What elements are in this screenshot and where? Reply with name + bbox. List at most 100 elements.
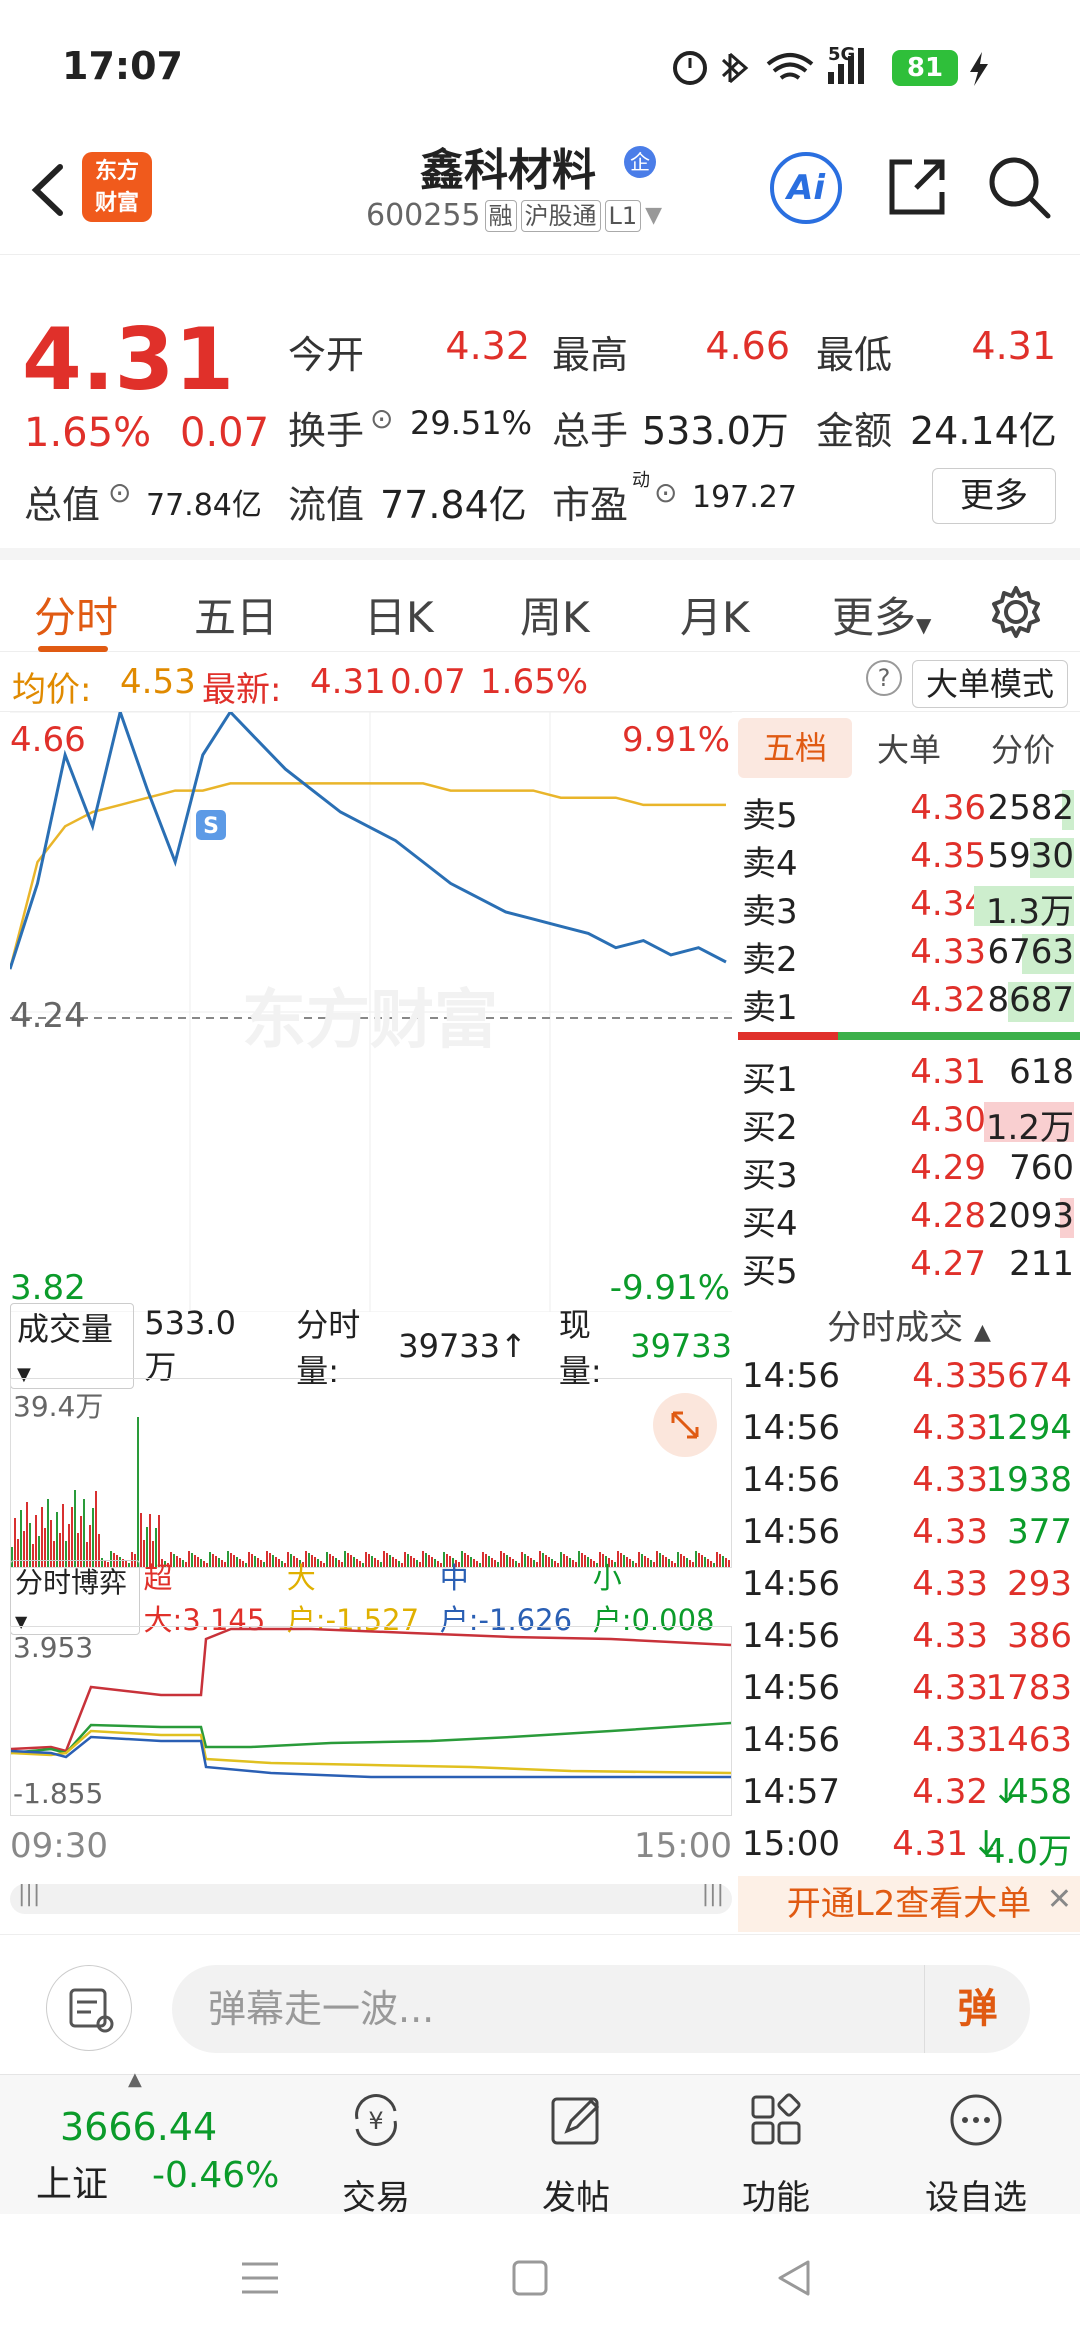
enterprise-badge: 企: [624, 146, 656, 178]
volume-bar: [683, 1556, 685, 1567]
ai-button[interactable]: Ai: [770, 152, 842, 224]
volume-selector[interactable]: 成交量 ▼: [10, 1303, 135, 1389]
tab-intraday[interactable]: 分时: [34, 593, 119, 642]
nav-functions[interactable]: 功能: [706, 2091, 846, 2219]
info-icon[interactable]: ⊙: [654, 476, 678, 509]
tab-weekly-k[interactable]: 周K: [520, 593, 590, 642]
volume-bar: [635, 1563, 637, 1567]
index-name: 上证: [36, 2164, 109, 2205]
info-icon[interactable]: ⊙: [108, 476, 132, 509]
volume-bar: [653, 1562, 655, 1567]
trade-icon: ¥: [355, 2094, 397, 2146]
volume-bar: [500, 1551, 502, 1567]
volume-bar: [386, 1553, 388, 1567]
volume-bar: [560, 1552, 562, 1567]
volume-bar: [716, 1552, 718, 1567]
volume-bar: [140, 1513, 142, 1567]
volume-bar: [509, 1557, 511, 1567]
volume-bar: [620, 1553, 622, 1567]
chart-scroller[interactable]: ||| |||: [10, 1882, 732, 1914]
scroll-handle-left[interactable]: |||: [18, 1882, 41, 1907]
help-icon[interactable]: ?: [866, 660, 902, 696]
volume-bar: [20, 1510, 22, 1567]
menu-icon[interactable]: [240, 2260, 280, 2296]
active-tab-indicator: [38, 646, 108, 652]
nav-add-watchlist[interactable]: 设自选: [906, 2091, 1046, 2219]
bottom-price-label: 3.82: [10, 1268, 86, 1308]
s-marker-icon[interactable]: [196, 810, 226, 840]
comment-bar: 弹幕走一波... 弹: [0, 1934, 1080, 2074]
volume-bar: [665, 1557, 667, 1567]
nav-trade[interactable]: ¥ 交易: [306, 2091, 446, 2219]
comment-settings-icon[interactable]: [46, 1965, 132, 2051]
app-logo[interactable]: 东方 财富: [82, 152, 152, 222]
tab-monthly-k[interactable]: 月K: [680, 593, 750, 642]
chevron-up-icon[interactable]: ▲: [128, 2069, 142, 2090]
amount-label: 金额: [816, 409, 893, 453]
volume-bar: [677, 1552, 679, 1567]
back-icon[interactable]: [24, 155, 74, 225]
stock-code-row[interactable]: 600255 融 沪股通 L1 ▼: [366, 198, 662, 233]
volume-chart[interactable]: 39.4万: [10, 1378, 732, 1568]
volume-bar: [287, 1552, 289, 1567]
volume-bar: [176, 1556, 178, 1567]
gear-icon[interactable]: [988, 584, 1044, 640]
trade-row: 14:56 4.33 1463: [742, 1720, 1072, 1760]
volume-bar: [152, 1541, 154, 1567]
big-label: 大户:-1.527: [286, 1561, 420, 1637]
volume-bar: [359, 1561, 361, 1567]
volume-bar: [662, 1555, 664, 1567]
fund-flow-chart[interactable]: 3.953 -1.855: [10, 1626, 732, 1816]
pe-value: 197.27: [692, 480, 797, 515]
tab-more[interactable]: 更多▼: [832, 593, 932, 642]
tab-big-orders[interactable]: 大单: [876, 731, 941, 769]
volume-bar: [95, 1491, 97, 1567]
home-icon[interactable]: [512, 2260, 548, 2296]
search-icon[interactable]: [984, 152, 1054, 222]
super-line: [10, 1627, 732, 1753]
volume-bar: [398, 1561, 400, 1567]
volume-bar: [179, 1558, 181, 1567]
tick-volume-label: 分时量:: [296, 1306, 361, 1390]
tab-price-distribution[interactable]: 分价: [990, 731, 1055, 769]
tab-5day[interactable]: 五日: [194, 593, 279, 642]
volume-bar: [461, 1551, 463, 1567]
more-button[interactable]: 更多: [932, 468, 1056, 524]
big-order-mode-button[interactable]: 大单模式: [912, 660, 1068, 708]
volume-bar: [50, 1520, 52, 1567]
scroll-handle-right[interactable]: |||: [701, 1882, 724, 1907]
volume-bar: [611, 1560, 613, 1567]
back-nav-icon[interactable]: [776, 2258, 812, 2298]
share-icon[interactable]: [882, 152, 952, 222]
info-icon[interactable]: ⊙: [370, 402, 394, 435]
volume-bar: [575, 1562, 577, 1567]
close-icon[interactable]: ✕: [1046, 1882, 1072, 1917]
expand-icon[interactable]: [653, 1393, 717, 1457]
intraday-chart[interactable]: 东方财富 S 4.66 4.24 3.82 9.91% -9.91%: [8, 706, 732, 1313]
chart-tabs: 分时 五日 日K 周K 月K 更多▼: [0, 548, 1080, 652]
l2-upgrade-banner[interactable]: 开通L2查看大单 ✕: [738, 1876, 1080, 1932]
latest-pct: 1.65%: [480, 662, 589, 702]
status-bar: 17:07 5G 81: [0, 0, 1080, 130]
volume-bar: [215, 1556, 217, 1567]
danmu-input[interactable]: 弹幕走一波...: [172, 1965, 1030, 2053]
stock-header: 东方 财富 鑫科材料 企 600255 融 沪股通 L1 ▼ Ai: [0, 130, 1080, 255]
danmu-toggle-button[interactable]: 弹: [924, 1965, 1030, 2053]
flow-selector[interactable]: 分时博弈 ▼: [10, 1559, 140, 1635]
nav-post[interactable]: 发帖: [506, 2091, 646, 2219]
orderbook-divider: [738, 1032, 1080, 1040]
volume-bar: [530, 1558, 532, 1567]
volume-bar: [437, 1561, 439, 1567]
tab-five-levels[interactable]: 五档: [738, 718, 852, 778]
pe-superscript: 动: [632, 470, 650, 491]
stock-name[interactable]: 鑫科材料: [420, 145, 596, 196]
trades-title[interactable]: 分时成交 ▲: [827, 1308, 991, 1348]
volume-bar: [632, 1561, 634, 1567]
volume-bar: [251, 1554, 253, 1567]
volume-bar: [464, 1553, 466, 1567]
price-line: [8, 706, 727, 970]
index-value[interactable]: 3666.44: [60, 2105, 218, 2149]
trade-row: 14:56 4.33 5674: [742, 1356, 1072, 1396]
tab-daily-k[interactable]: 日K: [364, 593, 434, 642]
bottom-pct-label: -9.91%: [609, 1268, 730, 1308]
